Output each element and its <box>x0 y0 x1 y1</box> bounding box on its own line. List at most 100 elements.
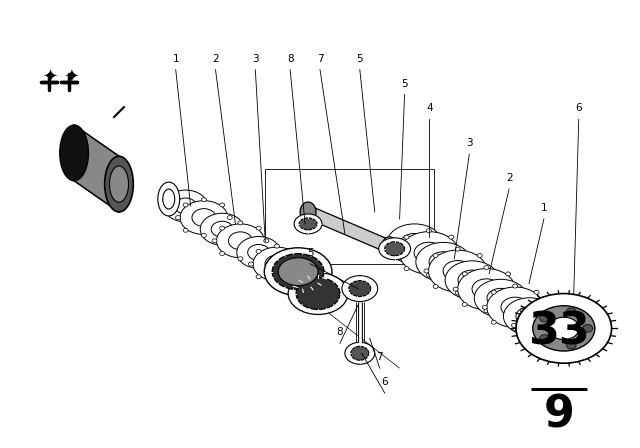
Ellipse shape <box>200 213 244 245</box>
Ellipse shape <box>483 305 487 309</box>
Ellipse shape <box>426 228 431 233</box>
Ellipse shape <box>511 323 516 327</box>
Ellipse shape <box>516 293 612 363</box>
Ellipse shape <box>530 315 558 336</box>
Ellipse shape <box>284 268 306 284</box>
Text: 5: 5 <box>307 248 314 258</box>
Ellipse shape <box>541 302 547 306</box>
Ellipse shape <box>275 280 280 284</box>
Ellipse shape <box>109 166 129 202</box>
Text: 3: 3 <box>466 138 472 148</box>
Ellipse shape <box>404 235 409 239</box>
Ellipse shape <box>428 250 487 292</box>
Ellipse shape <box>516 307 543 326</box>
Ellipse shape <box>453 287 458 291</box>
Ellipse shape <box>404 267 409 271</box>
Ellipse shape <box>399 232 458 274</box>
Ellipse shape <box>212 239 217 243</box>
Text: 5: 5 <box>401 78 408 89</box>
Ellipse shape <box>211 221 233 237</box>
Ellipse shape <box>433 254 438 258</box>
Text: 5: 5 <box>356 54 363 64</box>
Ellipse shape <box>273 260 317 292</box>
Ellipse shape <box>433 284 438 289</box>
Text: ✦ ✦: ✦ ✦ <box>43 69 79 86</box>
Ellipse shape <box>534 290 539 294</box>
Ellipse shape <box>253 247 301 281</box>
Ellipse shape <box>180 201 228 234</box>
Ellipse shape <box>278 258 318 285</box>
Ellipse shape <box>458 270 486 290</box>
Ellipse shape <box>449 267 454 271</box>
Ellipse shape <box>534 320 539 324</box>
Ellipse shape <box>164 190 207 222</box>
Ellipse shape <box>272 254 324 289</box>
Ellipse shape <box>294 214 322 234</box>
Text: 4: 4 <box>426 103 433 113</box>
Ellipse shape <box>532 306 595 351</box>
Ellipse shape <box>472 279 500 299</box>
Text: 8: 8 <box>337 327 343 337</box>
Ellipse shape <box>256 250 261 254</box>
Ellipse shape <box>256 251 261 255</box>
Ellipse shape <box>275 244 280 248</box>
Ellipse shape <box>563 309 568 313</box>
Polygon shape <box>74 125 119 212</box>
Ellipse shape <box>256 275 261 279</box>
Ellipse shape <box>395 251 400 255</box>
Ellipse shape <box>492 320 496 324</box>
Ellipse shape <box>484 266 489 270</box>
Ellipse shape <box>462 272 467 276</box>
Ellipse shape <box>520 309 525 313</box>
Ellipse shape <box>238 257 243 261</box>
Ellipse shape <box>449 235 454 239</box>
Ellipse shape <box>486 269 492 273</box>
Ellipse shape <box>248 245 269 260</box>
Ellipse shape <box>175 198 196 214</box>
Ellipse shape <box>220 226 225 230</box>
Ellipse shape <box>385 242 404 256</box>
Ellipse shape <box>416 242 470 281</box>
Polygon shape <box>308 205 390 254</box>
Ellipse shape <box>175 215 180 220</box>
Ellipse shape <box>540 335 550 343</box>
Ellipse shape <box>487 287 543 327</box>
Ellipse shape <box>387 224 442 264</box>
Ellipse shape <box>501 297 529 317</box>
Ellipse shape <box>202 198 206 202</box>
Ellipse shape <box>183 203 188 207</box>
Ellipse shape <box>424 269 429 273</box>
Ellipse shape <box>300 262 305 266</box>
Ellipse shape <box>300 202 316 222</box>
Ellipse shape <box>238 221 243 225</box>
Ellipse shape <box>351 346 369 360</box>
Ellipse shape <box>379 238 410 260</box>
Ellipse shape <box>288 273 348 314</box>
Ellipse shape <box>299 218 317 230</box>
Ellipse shape <box>540 314 550 322</box>
Text: 9: 9 <box>543 393 574 436</box>
Ellipse shape <box>582 324 593 332</box>
Ellipse shape <box>484 309 489 313</box>
Ellipse shape <box>455 247 460 251</box>
Text: 1: 1 <box>541 203 547 213</box>
Ellipse shape <box>566 308 576 316</box>
Ellipse shape <box>477 284 482 289</box>
Text: 2: 2 <box>212 54 219 64</box>
Ellipse shape <box>543 305 548 309</box>
Ellipse shape <box>572 323 576 327</box>
Ellipse shape <box>426 273 431 277</box>
Ellipse shape <box>504 298 556 335</box>
Ellipse shape <box>520 338 525 342</box>
Ellipse shape <box>342 276 378 302</box>
Ellipse shape <box>345 342 375 364</box>
Ellipse shape <box>506 272 511 276</box>
Text: 8: 8 <box>287 54 294 64</box>
Ellipse shape <box>292 275 298 279</box>
Ellipse shape <box>474 279 527 317</box>
Ellipse shape <box>381 237 397 257</box>
Ellipse shape <box>264 239 269 243</box>
Ellipse shape <box>487 289 515 308</box>
Text: 7: 7 <box>376 352 383 362</box>
Text: 6: 6 <box>381 377 388 387</box>
